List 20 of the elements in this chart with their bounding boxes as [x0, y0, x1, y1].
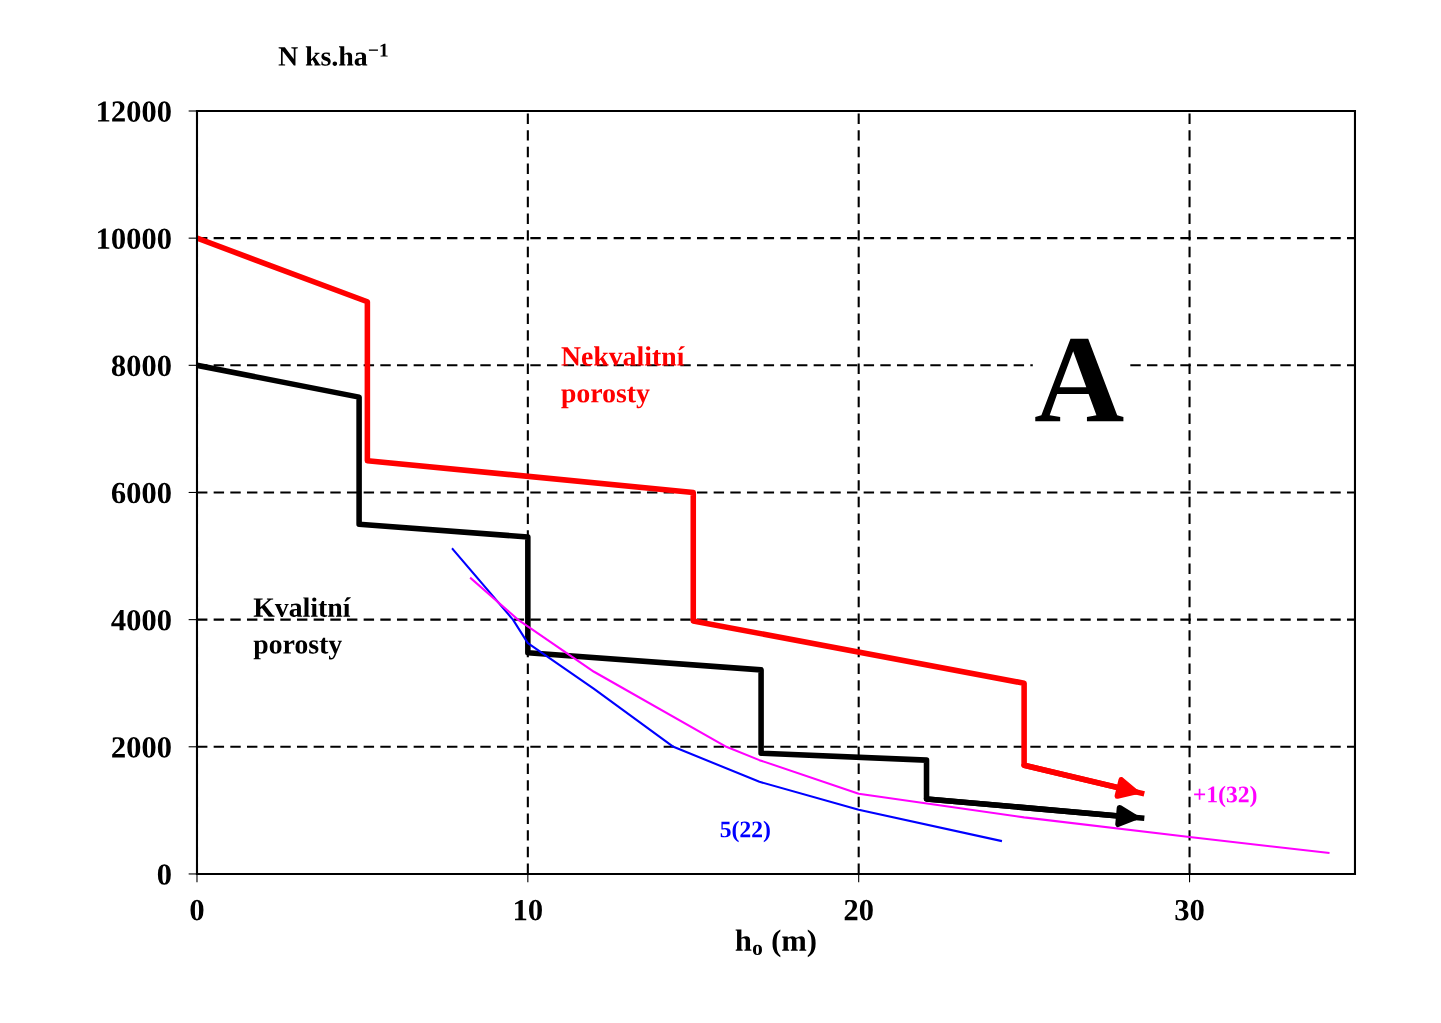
line-series: [451, 548, 1002, 842]
x-tick-label: 20: [844, 899, 873, 921]
x-tick-label: 0: [190, 899, 204, 921]
x-tick-label: 10: [515, 899, 542, 921]
y-tick-label: 12000: [98, 101, 171, 122]
series-label: +1(32): [1194, 785, 1257, 808]
line-series: [469, 577, 1330, 855]
y-axis-title: N ks.ha$^{−1}$: [278, 43, 388, 66]
series-label: 5(22): [720, 820, 770, 843]
y-tick-label: 2000: [112, 737, 171, 758]
x-tick-label: 30: [1175, 899, 1204, 921]
y-tick-label: 10000: [98, 228, 171, 250]
text: Kvalitní porosty: [253, 597, 351, 660]
y-tick-label: 0: [157, 864, 171, 885]
x-axis-title: h$_{o}$ (m): [735, 929, 816, 958]
text: Nekvalitní porosty: [561, 346, 685, 409]
y-tick-label: 4000: [111, 609, 171, 631]
annotation: A: [1035, 338, 1124, 422]
y-tick-label: 6000: [111, 482, 171, 504]
y-tick-label: 8000: [111, 355, 171, 377]
